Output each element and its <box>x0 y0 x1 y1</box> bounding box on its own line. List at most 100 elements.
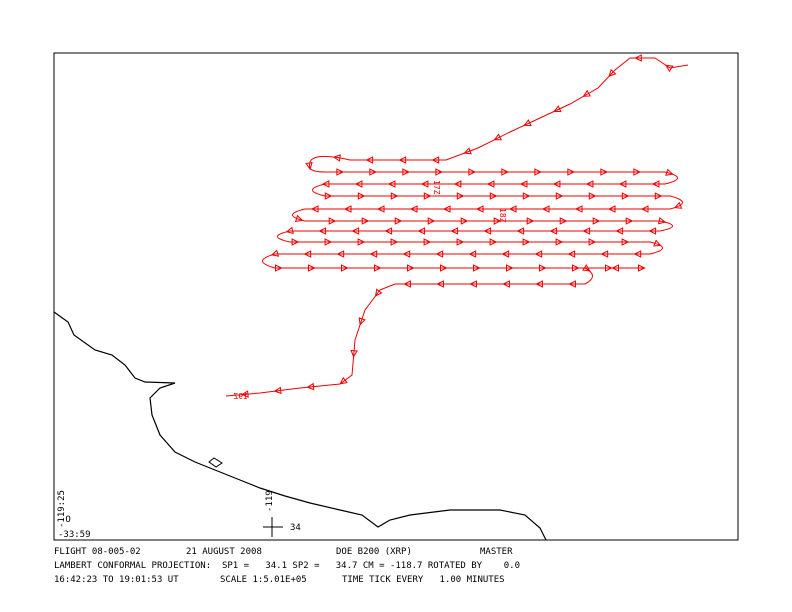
time-tick <box>354 180 363 188</box>
flight-track <box>225 54 689 398</box>
time-tick <box>665 64 674 73</box>
time-tick <box>657 216 667 225</box>
map-frame <box>53 52 739 541</box>
time-tick <box>486 180 495 188</box>
time-tick <box>522 238 531 246</box>
time-tick <box>555 192 564 200</box>
time-tick <box>442 205 451 213</box>
time-tick <box>483 227 492 235</box>
time-tick <box>534 250 543 258</box>
time-tick <box>522 192 531 200</box>
time-tick <box>648 227 657 235</box>
time-tick <box>625 217 634 225</box>
track-line <box>225 57 689 397</box>
time-tick <box>489 238 498 246</box>
time-tick <box>450 227 459 235</box>
time-tick <box>285 226 294 235</box>
time-tick <box>402 250 411 258</box>
time-tick <box>615 227 624 235</box>
footer-master: MASTER <box>480 547 513 557</box>
time-tick <box>336 250 345 258</box>
time-tick <box>270 249 280 257</box>
corner-lat: -33:59 <box>58 530 91 540</box>
time-tick <box>582 89 591 97</box>
time-tick <box>592 217 601 225</box>
time-tick <box>640 205 649 213</box>
time-tick <box>538 264 547 272</box>
footer-projection: LAMBERT CONFORMAL PROJECTION: SP1 = 34.1… <box>54 561 520 571</box>
time-tick <box>453 180 462 188</box>
time-tick <box>387 180 396 188</box>
time-tick <box>390 238 399 246</box>
time-tick <box>456 238 465 246</box>
time-tick <box>665 168 674 176</box>
time-tick <box>274 264 283 272</box>
footer-flight: FLIGHT 08-005-02 <box>54 547 141 557</box>
time-tick <box>318 227 327 235</box>
time-tick <box>420 180 429 188</box>
time-tick <box>321 180 330 188</box>
time-tick <box>608 68 617 78</box>
time-tick <box>409 205 418 213</box>
time-tick <box>351 227 360 235</box>
time-tick <box>568 280 576 288</box>
time-tick <box>516 227 525 235</box>
time-tick <box>574 205 583 213</box>
island <box>208 457 223 468</box>
time-tick <box>621 192 630 200</box>
time-tick <box>336 168 344 176</box>
time-tick <box>310 205 319 213</box>
time-tick <box>501 250 510 258</box>
time-tick <box>436 280 444 288</box>
time-tick <box>559 217 568 225</box>
time-tick <box>523 119 532 127</box>
time-tick <box>340 264 349 272</box>
time-tick <box>468 168 476 176</box>
time-tick <box>390 192 399 200</box>
time-tick <box>456 192 465 200</box>
time-tick <box>519 180 528 188</box>
time-tick <box>502 280 510 288</box>
time-label: 17Z <box>432 180 441 195</box>
time-tick <box>475 205 484 213</box>
footer-aircraft: DOE B200 (XRP) <box>336 547 412 557</box>
time-tick <box>493 217 502 225</box>
time-tick <box>567 250 576 258</box>
time-tick <box>621 238 630 246</box>
footer-time: 16:42:23 TO 19:01:53 UT <box>54 575 179 585</box>
time-tick <box>328 217 337 225</box>
time-tick <box>324 238 333 246</box>
time-tick <box>343 205 352 213</box>
time-tick <box>307 264 316 272</box>
time-tick <box>406 264 415 272</box>
time-tick <box>600 250 609 258</box>
corner-lon: -119:25 <box>57 490 67 528</box>
time-tick <box>673 201 683 209</box>
time-tick <box>431 156 440 164</box>
time-tick <box>357 192 366 200</box>
time-tick <box>435 168 443 176</box>
time-tick <box>571 264 580 272</box>
time-tick <box>369 250 378 258</box>
time-tick <box>350 349 358 358</box>
time-tick <box>585 180 594 188</box>
time-label: 19Z <box>233 392 248 401</box>
time-tick <box>361 217 370 225</box>
time-tick <box>394 217 403 225</box>
time-tick <box>600 168 608 176</box>
time-tick <box>567 168 575 176</box>
time-tick <box>549 227 558 235</box>
time-tick <box>633 250 642 258</box>
time-tick <box>651 180 660 188</box>
time-tick <box>463 147 472 155</box>
coastline <box>53 311 547 541</box>
footer-tick: TIME TICK EVERY 1.00 MINUTES <box>342 575 505 585</box>
time-tick <box>423 192 432 200</box>
grid-lon: -119 <box>265 490 275 512</box>
time-tick <box>303 250 312 258</box>
time-tick <box>403 280 411 288</box>
time-tick <box>611 264 620 272</box>
time-tick <box>618 180 627 188</box>
time-tick <box>402 168 410 176</box>
